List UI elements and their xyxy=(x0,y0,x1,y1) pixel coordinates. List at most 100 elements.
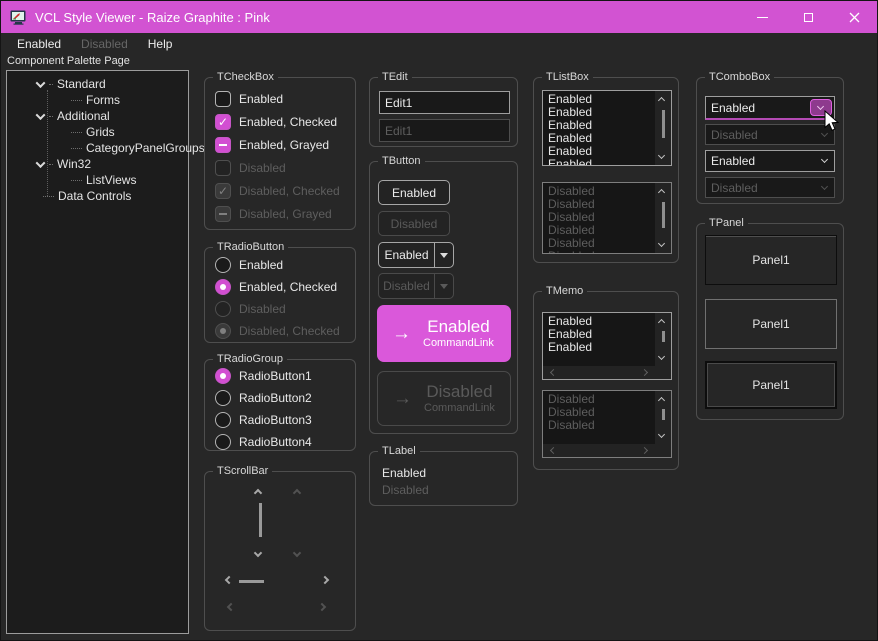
dropdown-arrow-icon[interactable] xyxy=(435,252,453,258)
radio-disabled: Disabled xyxy=(215,300,286,317)
radio-checked-icon[interactable] xyxy=(215,367,231,384)
commandlink-enabled[interactable]: → Enabled CommandLink xyxy=(377,305,511,362)
scroll-right-icon[interactable] xyxy=(320,575,330,585)
scroll-left-icon xyxy=(549,446,558,455)
mouse-cursor-icon xyxy=(824,110,840,131)
scroll-left-icon[interactable] xyxy=(224,575,234,585)
radio-checked-icon[interactable] xyxy=(215,278,231,295)
chevron-down-icon[interactable] xyxy=(35,109,46,120)
list-item: Disabled xyxy=(548,184,595,198)
radio-icon[interactable] xyxy=(215,433,231,450)
split-button-enabled[interactable]: Enabled xyxy=(378,242,454,268)
scroll-up-icon xyxy=(657,396,666,405)
group-tlabel: TLabel Enabled Disabled xyxy=(369,444,518,506)
tree-item-data-controls[interactable]: Data Controls xyxy=(7,188,188,204)
list-item[interactable]: Enabled xyxy=(548,157,593,166)
listbox-enabled[interactable]: Enabled Enabled Enabled Enabled Enabled … xyxy=(542,90,672,166)
tree-item-forms[interactable]: Forms xyxy=(7,92,188,108)
scroll-up-icon[interactable] xyxy=(253,488,263,498)
checkbox-checked-icon[interactable]: ✓ xyxy=(215,113,231,130)
scroll-up-icon[interactable] xyxy=(657,96,666,105)
label-disabled: Disabled xyxy=(382,483,429,497)
tree-item-standard[interactable]: Standard xyxy=(7,76,188,92)
group-tcombobox: TComboBox Enabled Disabled Enabled Disab… xyxy=(696,70,844,204)
group-title: TComboBox xyxy=(705,70,775,84)
maximize-icon xyxy=(803,12,813,22)
checkbox-checked-icon: ✓ xyxy=(215,182,231,199)
list-item: Disabled xyxy=(548,210,595,224)
panel-1: Panel1 xyxy=(705,235,837,285)
list-item: Disabled xyxy=(548,223,595,237)
tree-item-win32[interactable]: Win32 xyxy=(7,156,188,172)
scroll-up-icon[interactable] xyxy=(657,318,666,327)
tree-item-additional[interactable]: Additional xyxy=(7,108,188,124)
scroll-down-icon[interactable] xyxy=(657,151,666,160)
vertical-scrollbar[interactable] xyxy=(655,313,671,366)
chevron-down-icon[interactable] xyxy=(35,157,46,168)
minimize-icon xyxy=(756,16,768,18)
list-item: Disabled xyxy=(548,236,595,250)
group-tscrollbar: TScrollBar xyxy=(204,464,356,631)
window-title: VCL Style Viewer - Raize Graphite : Pink xyxy=(35,9,270,25)
chevron-down-icon[interactable] xyxy=(35,77,46,88)
checkbox-icon[interactable] xyxy=(215,90,231,107)
edit-disabled xyxy=(379,119,510,142)
edit-enabled[interactable] xyxy=(379,91,510,114)
list-item[interactable]: Enabled xyxy=(548,144,593,158)
chevron-down-icon xyxy=(816,102,825,111)
hscroll-thumb[interactable] xyxy=(239,580,264,583)
list-item[interactable]: Enabled xyxy=(548,131,593,145)
scroll-left-icon[interactable] xyxy=(549,368,558,377)
window-controls xyxy=(739,1,877,33)
close-button[interactable] xyxy=(831,1,877,33)
minimize-button[interactable] xyxy=(739,1,785,33)
group-title: TPanel xyxy=(705,216,748,230)
group-tlistbox: TListBox Enabled Enabled Enabled Enabled… xyxy=(533,70,679,263)
scroll-down-icon[interactable] xyxy=(253,548,263,558)
group-tradiogroup: TRadioGroup RadioButton1 RadioButton2 Ra… xyxy=(204,352,356,451)
list-item: Disabled xyxy=(548,197,595,211)
horizontal-scrollbar xyxy=(543,444,671,457)
vscroll-thumb[interactable] xyxy=(259,503,262,537)
horizontal-scrollbar[interactable] xyxy=(543,366,671,379)
checkbox-grayed-icon[interactable] xyxy=(215,136,231,153)
menubar: Enabled Disabled Help xyxy=(1,33,877,54)
radio-icon[interactable] xyxy=(215,389,231,406)
scroll-up-icon xyxy=(292,488,302,498)
radio-icon[interactable] xyxy=(215,256,231,273)
group-tedit: TEdit xyxy=(369,70,518,147)
memo-disabled: Disabled Disabled Disabled xyxy=(542,390,672,458)
group-title: TRadioGroup xyxy=(213,352,288,366)
commandlink-disabled: → Disabled CommandLink xyxy=(377,371,511,426)
vscroll-thumb[interactable] xyxy=(662,110,665,138)
group-title: TListBox xyxy=(542,70,593,84)
panel-2: Panel1 xyxy=(705,299,837,349)
tree-item-grids[interactable]: Grids xyxy=(7,124,188,140)
scroll-down-icon[interactable] xyxy=(657,352,666,361)
list-item[interactable]: Enabled xyxy=(548,92,593,106)
menu-item-help[interactable]: Help xyxy=(147,36,173,51)
memo-line: Disabled xyxy=(548,418,595,432)
scroll-right-icon xyxy=(317,602,327,612)
combobox-enabled[interactable]: Enabled xyxy=(705,150,835,172)
menu-item-enabled[interactable]: Enabled xyxy=(17,36,62,51)
maximize-button[interactable] xyxy=(785,1,831,33)
combobox-enabled-hovered[interactable]: Enabled xyxy=(705,96,835,120)
group-title: TMemo xyxy=(542,284,588,298)
tree-item-categorypanelgroups[interactable]: CategoryPanelGroups xyxy=(7,140,205,156)
list-item[interactable]: Enabled xyxy=(548,105,593,119)
scroll-right-icon[interactable] xyxy=(640,368,649,377)
vertical-scrollbar[interactable] xyxy=(655,91,671,165)
radio-icon[interactable] xyxy=(215,411,231,428)
memo-enabled[interactable]: Enabled Enabled Enabled xyxy=(542,312,672,380)
push-button-enabled[interactable]: Enabled xyxy=(378,180,450,205)
tree-item-listviews[interactable]: ListViews xyxy=(7,172,188,188)
vscroll-thumb[interactable] xyxy=(662,331,665,342)
scroll-up-icon xyxy=(657,188,666,197)
group-tradiobutton: TRadioButton Enabled Enabled, Checked Di… xyxy=(204,240,356,343)
combobox-disabled: Disabled xyxy=(705,177,835,198)
checkbox-disabled-checked: ✓ Disabled, Checked xyxy=(215,182,340,199)
list-item[interactable]: Enabled xyxy=(548,118,593,132)
checkbox-grayed-icon xyxy=(215,205,231,222)
radio-checked-icon xyxy=(215,322,231,339)
